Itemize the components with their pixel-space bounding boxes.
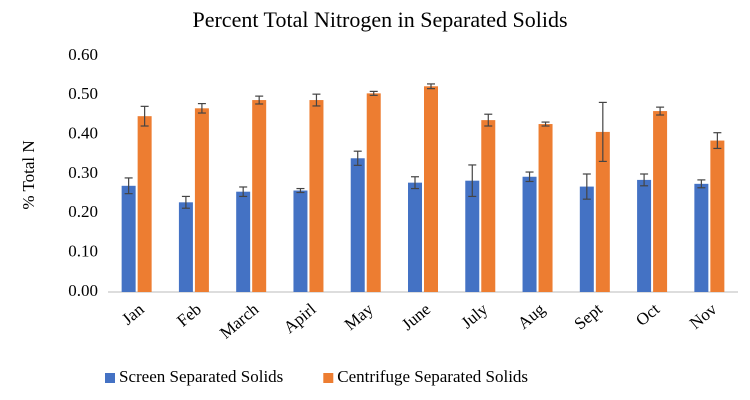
y-tick-label: 0.00 [68, 281, 98, 300]
y-tick-label: 0.50 [68, 84, 98, 103]
legend-swatch [105, 373, 115, 383]
x-tick-label: Apirl [280, 299, 320, 337]
bar [236, 191, 251, 292]
y-axis-label: % Total N [19, 140, 38, 209]
bar [694, 183, 709, 292]
chart-title: Percent Total Nitrogen in Separated Soli… [192, 7, 567, 32]
bar [408, 182, 422, 292]
x-tick-label: May [341, 299, 377, 334]
x-tick-label: July [457, 299, 491, 332]
bar [366, 93, 381, 292]
bar [178, 202, 193, 292]
bar [522, 176, 537, 292]
y-tick-label: 0.30 [68, 163, 98, 182]
x-tick-label: Oct [632, 299, 663, 330]
x-tick-label: March [216, 299, 263, 342]
bar [424, 86, 438, 292]
bar [121, 185, 136, 292]
x-tick-label: Feb [173, 300, 205, 331]
bar [595, 131, 610, 292]
x-tick-label: June [398, 300, 434, 335]
legend-label: Screen Separated Solids [119, 367, 283, 386]
bar [481, 120, 496, 292]
bar [293, 190, 308, 292]
bar [137, 116, 152, 293]
legend-swatch [323, 373, 334, 383]
y-tick-label: 0.10 [68, 242, 98, 261]
bar [252, 100, 267, 292]
bar [350, 158, 365, 292]
x-tick-label: Nov [686, 299, 721, 333]
x-tick-label: Jan [118, 299, 148, 328]
bar [465, 180, 480, 292]
bar [637, 179, 652, 292]
y-tick-label: 0.40 [68, 124, 98, 143]
y-tick-label: 0.60 [68, 45, 98, 64]
legend-label: Centrifuge Separated Solids [337, 367, 528, 386]
bar [194, 108, 209, 293]
bar [710, 140, 725, 292]
bar [309, 100, 324, 292]
bar [579, 186, 594, 292]
x-tick-label: Aug [514, 299, 549, 333]
bar [538, 124, 553, 293]
bar [653, 111, 668, 292]
y-tick-label: 0.20 [68, 202, 98, 221]
x-tick-label: Sept [571, 299, 607, 333]
